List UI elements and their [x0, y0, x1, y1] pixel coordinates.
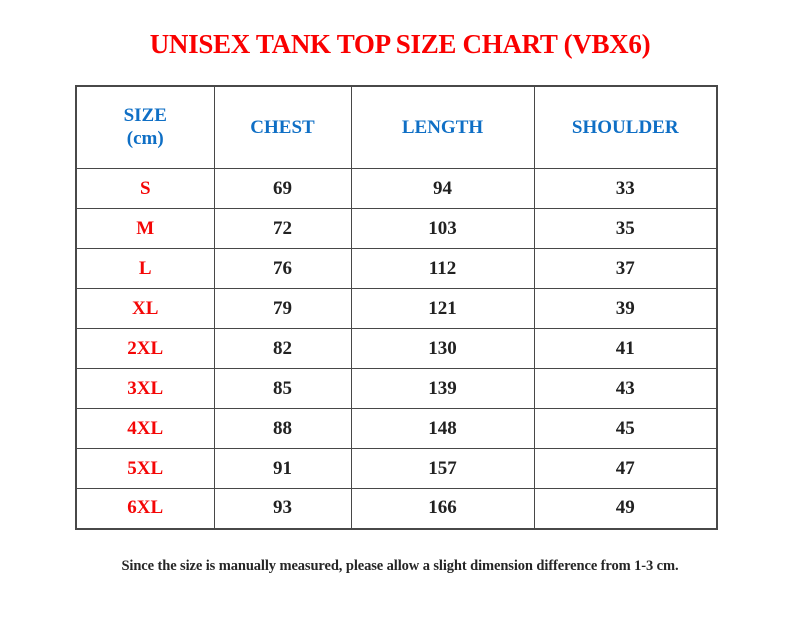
- shoulder-cell: 43: [533, 368, 718, 410]
- length-cell: 139: [350, 368, 535, 410]
- length-cell: 130: [350, 328, 535, 370]
- chest-cell: 69: [213, 168, 352, 210]
- size-cell: L: [75, 248, 215, 290]
- shoulder-cell: 41: [533, 328, 718, 370]
- length-cell: 94: [350, 168, 535, 210]
- measurement-disclaimer: Since the size is manually measured, ple…: [121, 557, 679, 574]
- shoulder-cell: 39: [533, 288, 718, 330]
- table-row: 4XL 88 148 45: [75, 408, 718, 450]
- table-row: 6XL 93 166 49: [75, 488, 718, 530]
- table-row: 3XL 85 139 43: [75, 368, 718, 410]
- size-cell: 4XL: [75, 408, 215, 450]
- chest-cell: 93: [213, 488, 352, 530]
- length-cell: 148: [350, 408, 535, 450]
- shoulder-cell: 33: [533, 168, 718, 210]
- length-cell: 166: [350, 488, 535, 530]
- size-cell: S: [75, 168, 215, 210]
- size-cell: 5XL: [75, 448, 215, 490]
- length-cell: 157: [350, 448, 535, 490]
- length-cell: 103: [350, 208, 535, 250]
- table-row: 2XL 82 130 41: [75, 328, 718, 370]
- chest-cell: 76: [213, 248, 352, 290]
- column-header-chest: CHEST: [213, 85, 352, 170]
- size-cell: 6XL: [75, 488, 215, 530]
- table-row: XL 79 121 39: [75, 288, 718, 330]
- size-cell: XL: [75, 288, 215, 330]
- shoulder-cell: 45: [533, 408, 718, 450]
- header-row: SIZE (cm) CHEST LENGTH SHOULDER: [75, 85, 718, 170]
- page-title: UNISEX TANK TOP SIZE CHART (VBX6): [149, 29, 651, 59]
- column-header-length: LENGTH: [350, 85, 535, 170]
- chest-cell: 91: [213, 448, 352, 490]
- shoulder-cell: 35: [533, 208, 718, 250]
- chest-cell: 85: [213, 368, 352, 410]
- length-cell: 112: [350, 248, 535, 290]
- length-cell: 121: [350, 288, 535, 330]
- table-row: M 72 103 35: [75, 208, 718, 250]
- table-header: SIZE (cm) CHEST LENGTH SHOULDER: [75, 85, 718, 170]
- chest-cell: 72: [213, 208, 352, 250]
- shoulder-cell: 37: [533, 248, 718, 290]
- size-cell: 3XL: [75, 368, 215, 410]
- shoulder-cell: 49: [533, 488, 718, 530]
- table-row: L 76 112 37: [75, 248, 718, 290]
- chest-cell: 88: [213, 408, 352, 450]
- chest-cell: 79: [213, 288, 352, 330]
- column-header-size: SIZE (cm): [75, 85, 215, 170]
- table-row: S 69 94 33: [75, 168, 718, 210]
- size-cell: 2XL: [75, 328, 215, 370]
- size-chart-table: SIZE (cm) CHEST LENGTH SHOULDER S 69 94 …: [75, 84, 718, 530]
- table-body: S 69 94 33 M 72 103 35 L 76 112 37 XL 79…: [75, 168, 718, 530]
- table-row: 5XL 91 157 47: [75, 448, 718, 490]
- chest-cell: 82: [213, 328, 352, 370]
- column-header-shoulder: SHOULDER: [533, 85, 718, 170]
- shoulder-cell: 47: [533, 448, 718, 490]
- size-cell: M: [75, 208, 215, 250]
